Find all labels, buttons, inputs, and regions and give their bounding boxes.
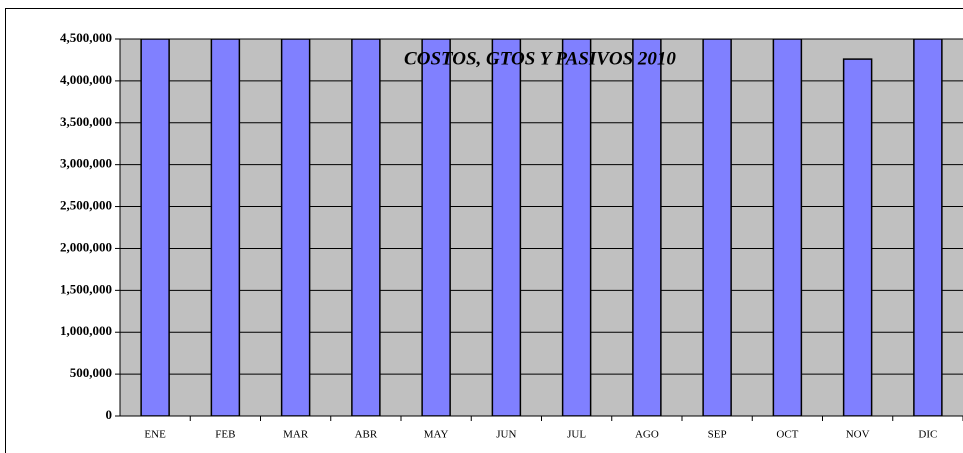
y-tick-label: 2,500,000: [60, 198, 112, 213]
y-tick-label: 2,000,000: [60, 239, 112, 254]
bar: [842, 58, 873, 416]
x-tick-label: MAY: [424, 429, 449, 441]
y-tick-label: 4,500,000: [60, 30, 112, 45]
bar: [140, 39, 170, 416]
bar: [561, 39, 592, 416]
bar: [772, 39, 803, 416]
bar: [351, 39, 381, 416]
bar: [210, 39, 241, 416]
chart-title: COSTOS, GTOS Y PASIVOS 2010: [404, 48, 676, 69]
y-tick-label: 1,500,000: [60, 281, 112, 296]
x-tick-label: FEB: [215, 429, 235, 441]
bar: [491, 39, 522, 416]
bar: [421, 39, 451, 416]
x-tick-label: AGO: [635, 429, 659, 441]
bar: [702, 39, 732, 416]
chart-border: [5, 8, 963, 453]
y-tick-label: 4,000,000: [60, 72, 112, 87]
y-tick-label: 3,500,000: [60, 114, 112, 129]
x-tick-label: DIC: [918, 429, 937, 441]
x-tick-label: OCT: [776, 429, 798, 441]
x-tick-label: ABR: [355, 429, 378, 441]
x-tick-label: JUN: [496, 429, 516, 441]
x-tick-label: MAR: [283, 429, 309, 441]
plot-area: [120, 39, 963, 416]
x-tick-label: NOV: [846, 429, 870, 441]
y-tick-label: 3,000,000: [60, 156, 112, 171]
bar: [280, 39, 311, 416]
bar: [913, 39, 943, 416]
y-tick-label: 0: [106, 407, 113, 422]
bar: [632, 39, 662, 416]
x-tick-label: JUL: [567, 429, 586, 441]
y-tick-label: 1,000,000: [60, 323, 112, 338]
x-tick-label: ENE: [144, 429, 166, 441]
y-tick-label: 500,000: [70, 365, 112, 380]
x-tick-label: SEP: [708, 429, 727, 441]
